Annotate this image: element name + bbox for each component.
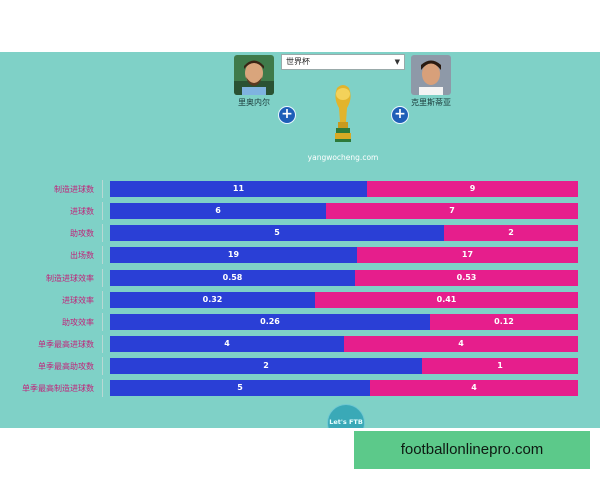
stat-divider bbox=[102, 268, 103, 287]
stat-row: 助攻数 5 2 bbox=[0, 224, 600, 243]
stat-divider bbox=[102, 224, 103, 243]
stat-row: 进球效率 0.32 0.41 bbox=[0, 290, 600, 309]
stat-bar-left bbox=[110, 291, 315, 308]
stat-row: 单季最高助攻数 2 1 bbox=[0, 357, 600, 376]
stat-value-left: 19 bbox=[227, 250, 240, 260]
player-right-avatar-icon bbox=[411, 55, 451, 95]
stat-row: 单季最高制造进球数 5 4 bbox=[0, 379, 600, 398]
stat-bar-track: 11 9 bbox=[110, 181, 578, 197]
player-left-name: 里奥内尔 bbox=[238, 98, 270, 107]
stat-bar-left bbox=[110, 181, 367, 197]
player-right-name: 克里斯蒂亚 bbox=[411, 98, 451, 107]
stat-value-left: 11 bbox=[232, 184, 245, 193]
stat-row: 助攻效率 0.26 0.12 bbox=[0, 312, 600, 331]
stat-bar-left bbox=[110, 313, 430, 330]
stat-label: 进球效率 bbox=[62, 295, 94, 305]
stat-label: 制造进球数 bbox=[54, 185, 94, 194]
stat-row: 出场数 19 17 bbox=[0, 246, 600, 265]
stat-label: 单季最高进球数 bbox=[38, 340, 94, 350]
stat-divider bbox=[102, 246, 103, 265]
stat-label: 单季最高制造进球数 bbox=[22, 384, 94, 394]
world-cup-trophy-icon bbox=[335, 85, 351, 142]
tournament-select[interactable]: 世界杯 ▼ bbox=[281, 54, 405, 70]
stat-value-right: 9 bbox=[469, 184, 476, 193]
stat-bar-track: 0.32 0.41 bbox=[110, 291, 578, 308]
stat-bar-left bbox=[110, 203, 326, 220]
stat-divider bbox=[102, 202, 103, 221]
tournament-selected-value: 世界杯 bbox=[286, 57, 310, 66]
stat-label: 单季最高助攻数 bbox=[38, 362, 94, 372]
stat-value-left: 0.58 bbox=[222, 272, 243, 282]
stat-value-right: 1 bbox=[497, 361, 503, 371]
stat-bar-left bbox=[110, 247, 357, 264]
stat-value-right: 4 bbox=[471, 383, 477, 393]
stat-row: 制造进球效率 0.58 0.53 bbox=[0, 268, 600, 287]
stat-label: 助攻数 bbox=[70, 229, 94, 239]
stat-value-left: 4 bbox=[224, 339, 230, 349]
ftb-logo: Let's FTB bbox=[327, 404, 365, 428]
stat-value-left: 5 bbox=[237, 383, 243, 393]
stat-divider bbox=[102, 335, 103, 354]
stat-label: 进球数 bbox=[70, 207, 94, 217]
stat-divider bbox=[102, 180, 103, 198]
stat-value-left: 5 bbox=[274, 228, 280, 238]
stat-divider bbox=[102, 312, 103, 331]
stat-row: 制造进球数 11 9 bbox=[0, 180, 600, 198]
stat-bar-track: 0.58 0.53 bbox=[110, 269, 578, 286]
stat-divider bbox=[102, 290, 103, 309]
stat-divider bbox=[102, 379, 103, 398]
add-player-right-button[interactable]: + bbox=[391, 106, 409, 124]
stat-value-right: 0.41 bbox=[436, 294, 457, 304]
stat-bar-left bbox=[110, 380, 370, 397]
stat-bar-track: 19 17 bbox=[110, 247, 578, 264]
stat-label: 助攻效率 bbox=[62, 317, 94, 327]
comparison-panel: 里奥内尔 + 世界杯 ▼ yangwocheng.com 克里斯蒂亚 + 制造进… bbox=[0, 52, 600, 428]
stat-row: 单季最高进球数 4 4 bbox=[0, 335, 600, 354]
stat-bar-left bbox=[110, 358, 422, 375]
stat-bar-left bbox=[110, 269, 355, 286]
watermark-banner: footballonlinepro.com bbox=[354, 431, 590, 469]
stat-value-right: 0.12 bbox=[494, 316, 514, 326]
chevron-down-icon: ▼ bbox=[394, 58, 400, 66]
stat-label: 出场数 bbox=[70, 251, 94, 261]
player-right-photo[interactable] bbox=[411, 55, 451, 95]
stat-value-left: 2 bbox=[263, 361, 269, 371]
stat-value-left: 0.26 bbox=[260, 316, 280, 326]
player-left-photo[interactable] bbox=[234, 55, 274, 95]
site-caption: yangwocheng.com bbox=[307, 153, 379, 162]
stat-value-left: 6 bbox=[215, 206, 221, 216]
stat-value-right: 17 bbox=[461, 250, 474, 260]
stat-label: 制造进球效率 bbox=[46, 273, 94, 283]
stat-value-right: 0.53 bbox=[456, 272, 477, 282]
stat-value-right: 2 bbox=[508, 228, 514, 238]
stat-row: 进球数 6 7 bbox=[0, 202, 600, 221]
player-left-avatar-icon bbox=[234, 55, 274, 95]
add-player-left-button[interactable]: + bbox=[278, 106, 296, 124]
stat-value-left: 0.32 bbox=[202, 294, 223, 304]
stat-value-right: 4 bbox=[458, 339, 464, 349]
stat-value-right: 7 bbox=[449, 206, 455, 216]
stat-bar-left bbox=[110, 336, 344, 353]
stat-bar-left bbox=[110, 225, 444, 242]
stat-bar-track: 0.26 0.12 bbox=[110, 313, 578, 330]
stat-divider bbox=[102, 357, 103, 376]
